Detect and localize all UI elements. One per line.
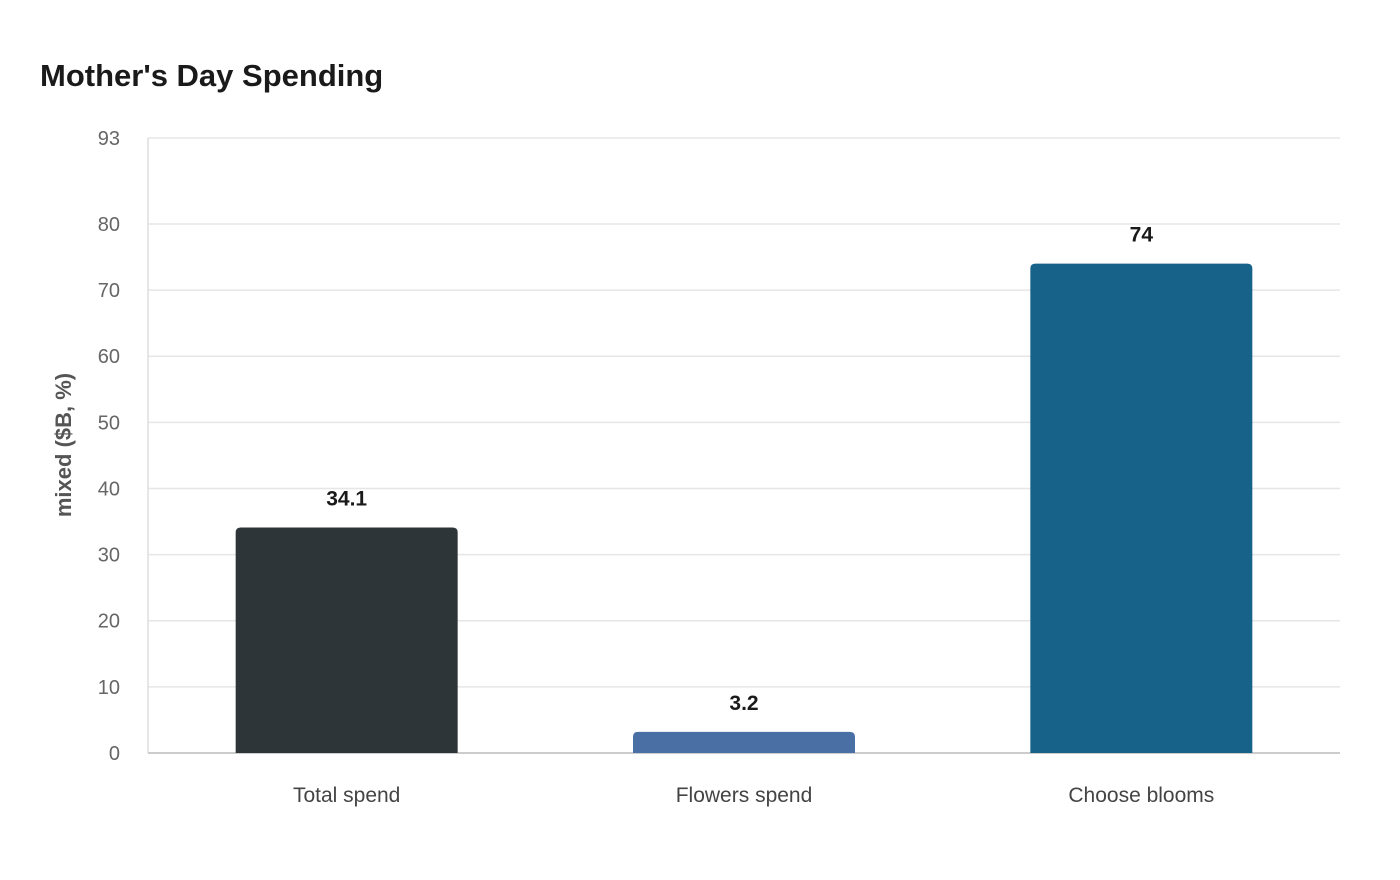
y-tick-label: 70 (98, 280, 120, 302)
chart-title: Mother's Day Spending (40, 58, 384, 93)
bars (235, 263, 1253, 753)
y-axis-title: mixed ($B, %) (51, 373, 76, 517)
data-labels: 34.1 3.2 74 (326, 224, 1153, 715)
bar-total-spend (235, 527, 458, 753)
y-tick-label: 60 (98, 346, 120, 368)
y-tick-label: 0 (109, 743, 120, 765)
y-tick-label: 40 (98, 478, 120, 500)
y-tick-label: 80 (98, 214, 120, 236)
x-category-label: Total spend (293, 784, 400, 807)
bar-value-label: 3.2 (729, 692, 758, 715)
bar-value-label: 34.1 (326, 488, 367, 511)
x-category-labels: Total spend Flowers spend Choose blooms (293, 784, 1214, 807)
bar-choose-blooms (1030, 263, 1253, 753)
y-tick-label: 93 (98, 128, 120, 150)
bar-value-label: 74 (1130, 224, 1154, 247)
x-category-label: Choose blooms (1068, 784, 1214, 807)
y-tick-label: 10 (98, 677, 120, 699)
x-category-label: Flowers spend (676, 784, 813, 807)
y-tick-labels: 0 10 20 30 40 50 60 70 80 93 (98, 128, 120, 765)
bar-flowers-spend (633, 731, 855, 753)
y-tick-label: 30 (98, 545, 120, 567)
y-tick-label: 20 (98, 611, 120, 633)
y-tick-label: 50 (98, 412, 120, 434)
